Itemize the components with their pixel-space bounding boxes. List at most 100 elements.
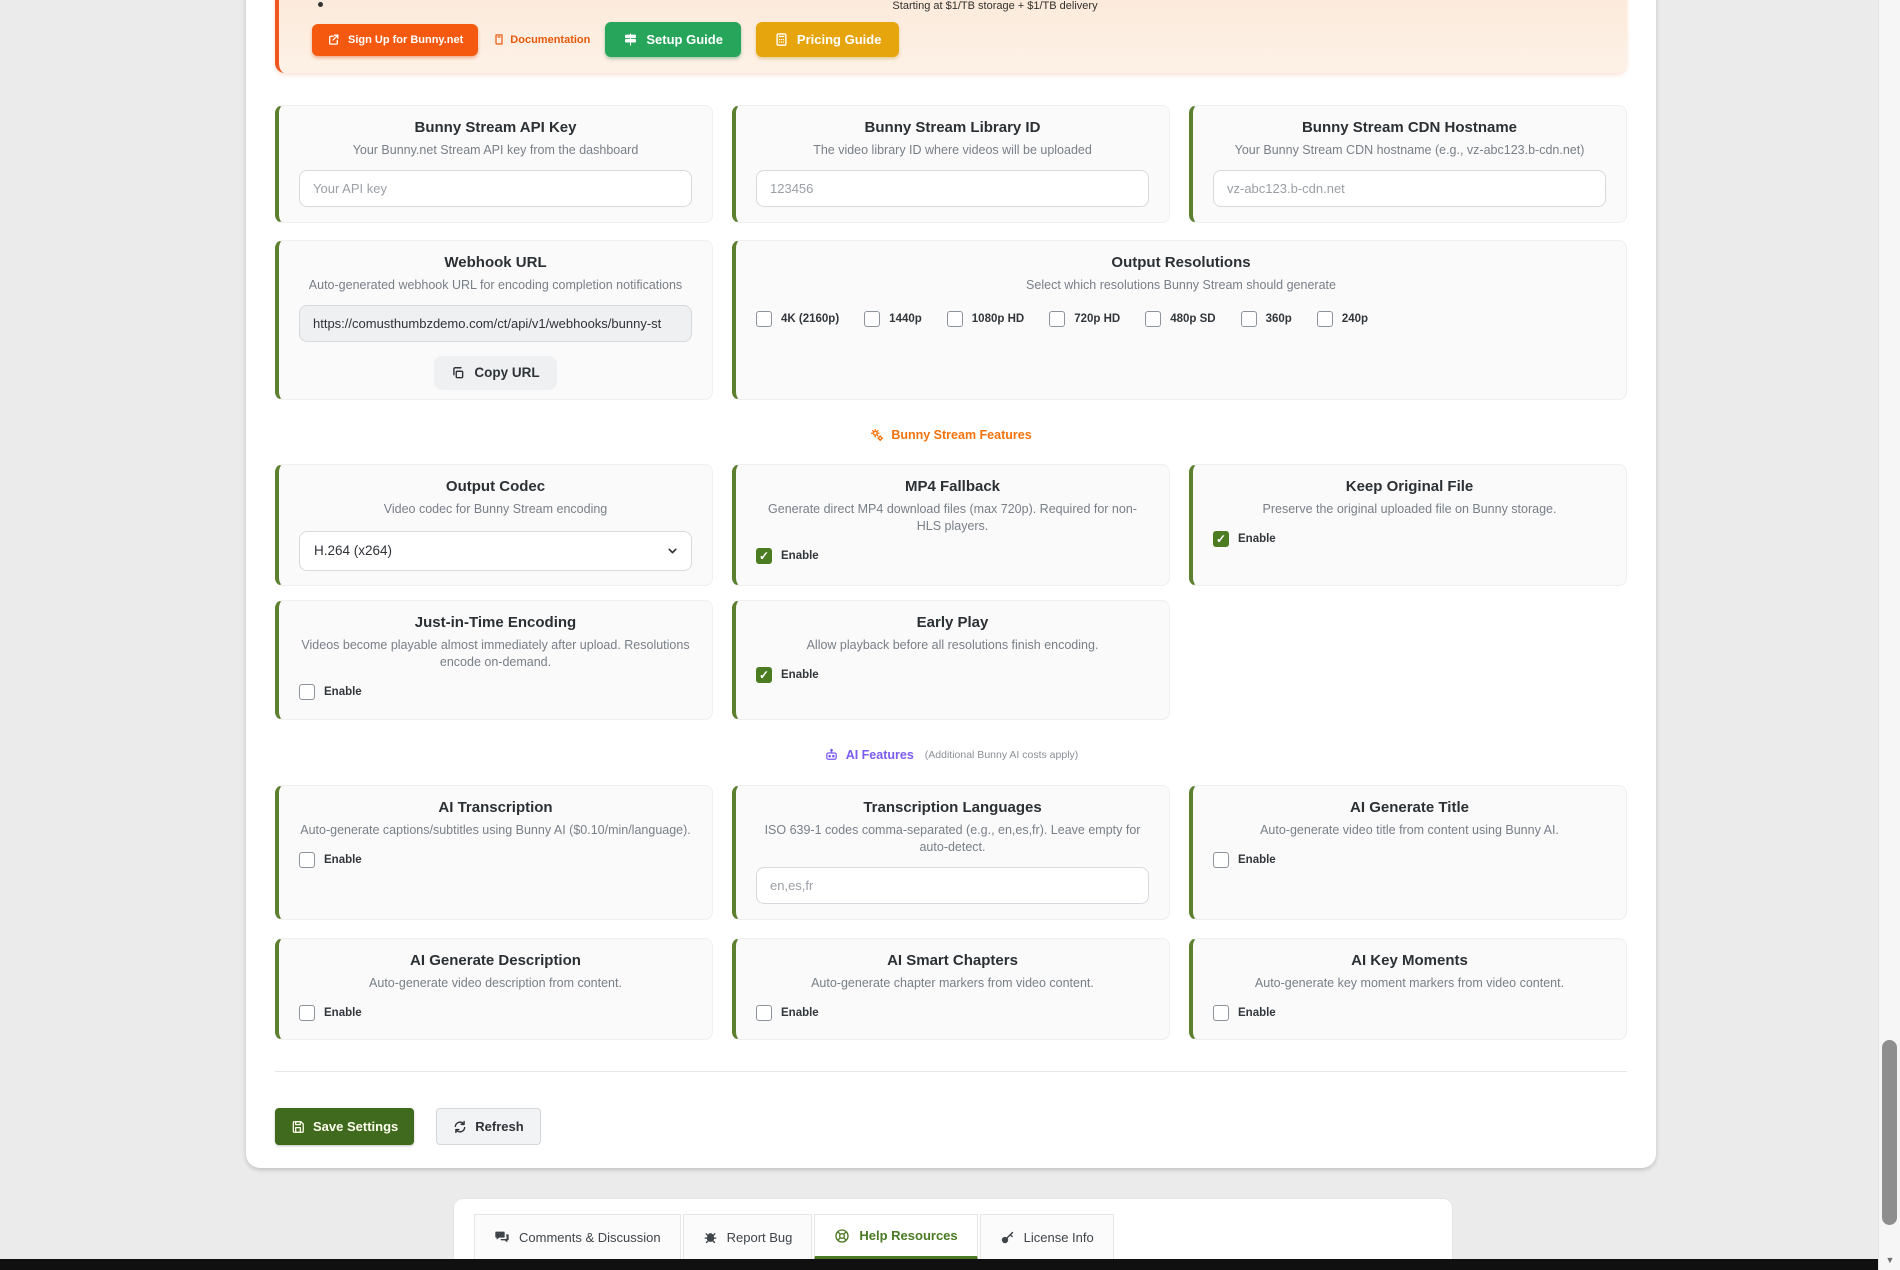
checkbox[interactable]: [1049, 310, 1066, 327]
resolution-checkbox-4k[interactable]: 4K (2160p): [756, 310, 839, 327]
card-title: Bunny Stream CDN Hostname: [1301, 119, 1518, 136]
footer-tabs: Comments & Discussion Report Bug Help Re…: [474, 1214, 1452, 1260]
tab-label: Comments & Discussion: [519, 1229, 661, 1245]
refresh-label: Refresh: [475, 1119, 524, 1134]
checkbox[interactable]: [299, 1004, 315, 1021]
mp4-fallback-enable-checkbox[interactable]: Enable: [756, 547, 819, 564]
refresh-button[interactable]: Refresh: [436, 1108, 541, 1145]
cdn-hostname-input[interactable]: [1213, 169, 1606, 207]
webhook-resolutions-row: Webhook URL Auto-generated webhook URL f…: [275, 240, 1627, 400]
card-description: Auto-generate key moment markers from vi…: [1254, 976, 1565, 990]
tab-report-bug[interactable]: Report Bug: [682, 1214, 813, 1260]
stream-features-row-2: Just-in-Time Encoding Videos become play…: [275, 600, 1627, 720]
checkbox[interactable]: [299, 683, 315, 700]
checkbox[interactable]: [864, 310, 881, 327]
pricing-guide-button[interactable]: Pricing Guide: [755, 22, 900, 57]
checkbox[interactable]: [1213, 530, 1229, 547]
resolution-checkbox-720p[interactable]: 720p HD: [1049, 310, 1120, 327]
resolution-checkbox-1080p[interactable]: 1080p HD: [946, 310, 1024, 327]
ai-chapters-enable-checkbox[interactable]: Enable: [756, 1004, 819, 1021]
selected-codec: H.264 (x264): [314, 543, 393, 559]
card-description: Auto-generate captions/subtitles using B…: [300, 823, 691, 837]
pricing-guide-label: Pricing Guide: [796, 32, 882, 47]
life-ring-icon: [834, 1228, 850, 1244]
card-title: MP4 Fallback: [904, 478, 1001, 495]
form-actions: Save Settings Refresh: [275, 1108, 1627, 1145]
early-play-card: Early Play Allow playback before all res…: [732, 600, 1170, 720]
card-title: Bunny Stream Library ID: [864, 119, 1041, 136]
ai-key-moments-enable-checkbox[interactable]: Enable: [1213, 1004, 1276, 1021]
checkbox[interactable]: [756, 547, 772, 564]
ai-transcription-card: AI Transcription Auto-generate captions/…: [275, 785, 713, 920]
documentation-label: Documentation: [510, 33, 591, 46]
transcription-languages-input[interactable]: [756, 866, 1149, 904]
card-description: Auto-generate video description from con…: [369, 976, 622, 990]
card-description: ISO 639-1 codes comma-separated (e.g., e…: [764, 823, 1141, 854]
ai-key-moments-card: AI Key Moments Auto-generate key moment …: [1189, 938, 1627, 1040]
ai-generate-title-card: AI Generate Title Auto-generate video ti…: [1189, 785, 1627, 920]
api-key-input[interactable]: [299, 169, 692, 207]
save-settings-button[interactable]: Save Settings: [275, 1108, 415, 1145]
output-resolutions-card: Output Resolutions Select which resoluti…: [732, 240, 1627, 400]
tab-comments-discussion[interactable]: Comments & Discussion: [474, 1214, 681, 1260]
settings-panel: Starting at $1/TB storage + $1/TB delive…: [246, 0, 1656, 1168]
webhook-url-input[interactable]: [299, 304, 692, 342]
ai-description-enable-checkbox[interactable]: Enable: [299, 1004, 362, 1021]
jit-encoding-card: Just-in-Time Encoding Videos become play…: [275, 600, 713, 720]
comments-icon: [494, 1229, 510, 1245]
keep-original-enable-checkbox[interactable]: Enable: [1213, 530, 1276, 547]
card-description: Auto-generate video title from content u…: [1260, 823, 1559, 837]
signup-button[interactable]: Sign Up for Bunny.net: [312, 23, 479, 56]
resolution-checkbox-240p[interactable]: 240p: [1316, 310, 1368, 327]
documentation-link[interactable]: Documentation: [493, 33, 590, 46]
ai-transcription-enable-checkbox[interactable]: Enable: [299, 851, 362, 868]
checkbox[interactable]: [1213, 851, 1229, 868]
checkbox[interactable]: [756, 1004, 772, 1021]
ai-features-label: AI Features: [845, 748, 914, 762]
tab-help-resources[interactable]: Help Resources: [814, 1214, 978, 1260]
card-title: AI Key Moments: [1351, 952, 1468, 969]
promo-text: Starting at $1/TB storage + $1/TB delive…: [892, 0, 1098, 12]
scrollbar-thumb[interactable]: [1882, 1040, 1897, 1225]
external-link-icon: [327, 33, 340, 46]
bunny-promo-banner: Starting at $1/TB storage + $1/TB delive…: [275, 0, 1627, 73]
checkbox[interactable]: [1316, 310, 1333, 327]
output-codec-select[interactable]: H.264 (x264): [299, 530, 692, 571]
cdn-hostname-card: Bunny Stream CDN Hostname Your Bunny Str…: [1189, 105, 1627, 223]
library-id-input[interactable]: [756, 169, 1149, 207]
card-description: Auto-generated webhook URL for encoding …: [308, 278, 683, 292]
resolution-checkbox-480p[interactable]: 480p SD: [1145, 310, 1216, 327]
save-settings-label: Save Settings: [313, 1119, 399, 1134]
ai-generate-description-card: AI Generate Description Auto-generate vi…: [275, 938, 713, 1040]
checkbox[interactable]: [946, 310, 963, 327]
copy-icon: [451, 366, 465, 380]
setup-guide-button[interactable]: Setup Guide: [605, 22, 741, 57]
copy-url-label: Copy URL: [474, 365, 540, 381]
card-description: Generate direct MP4 download files (max …: [768, 502, 1137, 533]
card-description: Your Bunny.net Stream API key from the d…: [352, 143, 639, 157]
resolution-checkbox-360p[interactable]: 360p: [1240, 310, 1292, 327]
scroll-down-arrow[interactable]: ▼: [1885, 1255, 1895, 1265]
checkbox[interactable]: [1145, 310, 1162, 327]
card-title: AI Transcription: [438, 799, 553, 816]
credentials-row: Bunny Stream API Key Your Bunny.net Stre…: [275, 105, 1627, 223]
ai-generate-title-enable-checkbox[interactable]: Enable: [1213, 851, 1276, 868]
checkbox[interactable]: [1240, 310, 1257, 327]
resolution-checkbox-1440p[interactable]: 1440p: [864, 310, 922, 327]
copy-url-button[interactable]: Copy URL: [434, 355, 557, 390]
checkbox[interactable]: [299, 851, 315, 868]
checkbox[interactable]: [756, 666, 772, 683]
card-description: Preserve the original uploaded file on B…: [1262, 502, 1557, 516]
tab-label: Help Resources: [859, 1228, 958, 1243]
card-description: Your Bunny Stream CDN hostname (e.g., vz…: [1234, 143, 1585, 157]
checkbox[interactable]: [1213, 1004, 1229, 1021]
vertical-scrollbar[interactable]: ▼: [1878, 0, 1900, 1270]
card-description: The video library ID where videos will b…: [813, 143, 1092, 157]
jit-enable-checkbox[interactable]: Enable: [299, 683, 362, 700]
early-play-enable-checkbox[interactable]: Enable: [756, 666, 819, 683]
tab-license-info[interactable]: License Info: [979, 1214, 1114, 1260]
ai-features-section-header: AI Features (Additional Bunny AI costs a…: [275, 746, 1627, 764]
banner-actions: Sign Up for Bunny.net Documentation Setu…: [312, 22, 900, 57]
checkbox[interactable]: [756, 310, 772, 327]
card-title: Webhook URL: [444, 254, 547, 271]
